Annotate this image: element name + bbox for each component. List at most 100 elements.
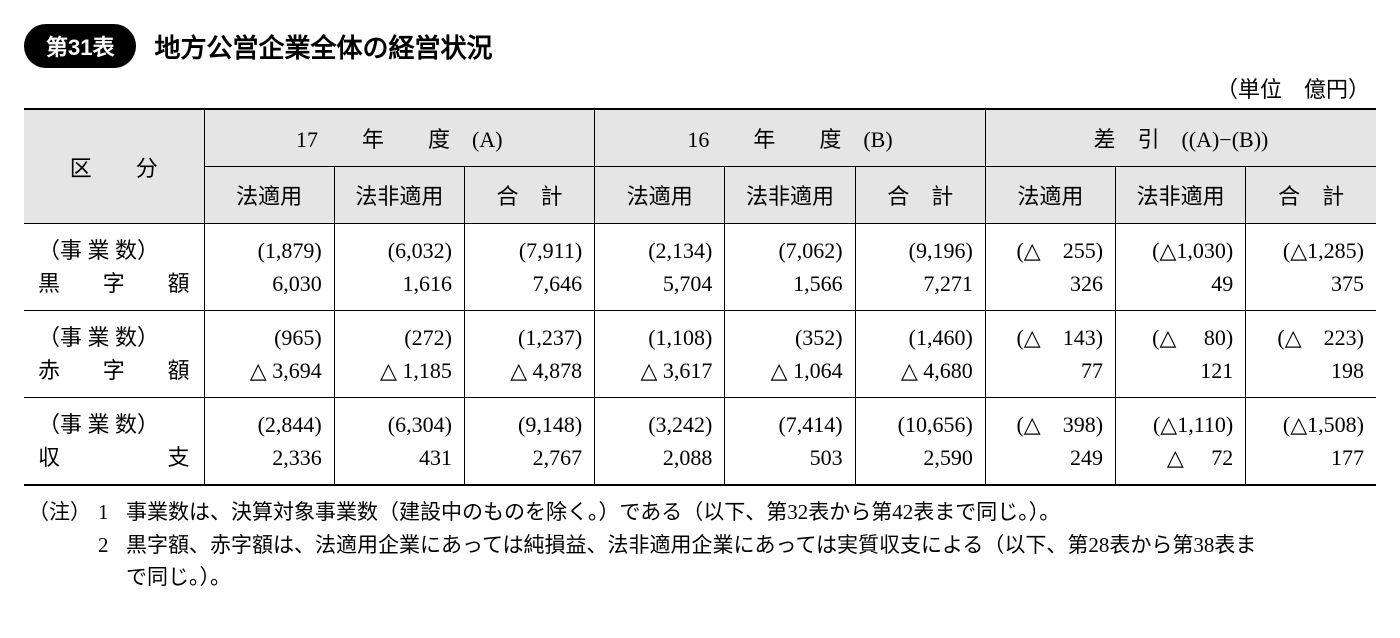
cell-count: (△ 80) [1122,321,1233,354]
data-table: 区 分 17 年 度 (A) 16 年 度 (B) 差 引 ((A)−(B)) … [24,108,1376,486]
note-text: 事業数は、決算対象事業数（建設中のものを除く。）である（以下、第32表から第42… [126,496,1372,529]
data-cell: (272)△ 1,185 [334,311,464,398]
cell-count: (3,242) [601,408,712,441]
table-row: （事 業 数）赤 字 額(965)△ 3,694(272)△ 1,185(1,2… [24,311,1376,398]
header-group-a: 17 年 度 (A) [204,109,595,167]
data-cell: (1,879)6,030 [204,224,334,311]
row-value-label: 赤 字 額 [38,354,190,387]
data-cell: (965)△ 3,694 [204,311,334,398]
cell-value: 2,336 [211,441,322,474]
cell-count: (△1,285) [1252,234,1364,267]
cell-value: △ 4,878 [471,354,582,387]
header-sub: 法適用 [595,167,725,224]
cell-count: (2,134) [601,234,712,267]
cell-count: (1,237) [471,321,582,354]
data-cell: (7,414)503 [725,398,855,486]
cell-count: (△ 143) [992,321,1103,354]
header-sub: 合 計 [1246,167,1376,224]
header-sub: 法適用 [985,167,1115,224]
cell-count: (△ 223) [1252,321,1364,354]
data-cell: (6,032)1,616 [334,224,464,311]
cell-value: 7,646 [471,267,582,300]
cell-value: 77 [992,354,1103,387]
data-cell: (7,911)7,646 [464,224,594,311]
data-cell: (6,304)431 [334,398,464,486]
data-cell: (2,844)2,336 [204,398,334,486]
cell-count: (6,304) [341,408,452,441]
cell-count: (1,460) [862,321,973,354]
data-cell: (△ 255)326 [985,224,1115,311]
data-cell: (1,108)△ 3,617 [595,311,725,398]
cell-count: (7,911) [471,234,582,267]
cell-value: △ 3,694 [211,354,322,387]
header-sub: 合 計 [464,167,594,224]
note-number: 2 [98,529,126,562]
cell-count: (7,414) [731,408,842,441]
row-value-label: 黒 字 額 [38,267,190,300]
header-sub: 法非適用 [334,167,464,224]
cell-value: △ 3,617 [601,354,712,387]
cell-value: 2,590 [862,441,973,474]
cell-value: 49 [1122,267,1233,300]
header-group-diff: 差 引 ((A)−(B)) [985,109,1376,167]
note-lead: （注） [28,496,98,529]
header-group-b: 16 年 度 (B) [595,109,986,167]
cell-value: △ 1,064 [731,354,842,387]
table-row: （事 業 数）収 支(2,844)2,336(6,304)431(9,148)2… [24,398,1376,486]
cell-value: 375 [1252,267,1364,300]
cell-value: 2,088 [601,441,712,474]
cell-value: 503 [731,441,842,474]
note-text: 黒字額、赤字額は、法適用企業にあっては純損益、法非適用企業にあっては実質収支によ… [126,529,1372,562]
row-count-label: （事 業 数） [38,408,190,441]
header-sub: 合 計 [855,167,985,224]
row-count-label: （事 業 数） [38,234,190,267]
title-row: 第31表 地方公営企業全体の経営状況 [24,24,1376,68]
cell-value: 249 [992,441,1103,474]
note-text: で同じ。）。 [126,561,1372,594]
row-label: （事 業 数）赤 字 額 [24,311,204,398]
cell-value: △ 72 [1122,441,1233,474]
cell-count: (△ 255) [992,234,1103,267]
cell-count: (272) [341,321,452,354]
data-cell: (352)△ 1,064 [725,311,855,398]
unit-label: （単位 億円） [24,72,1370,104]
data-cell: (2,134)5,704 [595,224,725,311]
note-number: 1 [98,496,126,529]
cell-value: △ 4,680 [862,354,973,387]
cell-count: (△ 398) [992,408,1103,441]
cell-value: 198 [1252,354,1364,387]
data-cell: (3,242)2,088 [595,398,725,486]
table-row: （事 業 数）黒 字 額(1,879)6,030(6,032)1,616(7,9… [24,224,1376,311]
cell-count: (9,196) [862,234,973,267]
data-cell: (△ 223)198 [1246,311,1376,398]
cell-count: (1,879) [211,234,322,267]
data-cell: (9,196)7,271 [855,224,985,311]
data-cell: (△1,030)49 [1116,224,1246,311]
cell-count: (6,032) [341,234,452,267]
cell-value: 121 [1122,354,1233,387]
header-sub: 法適用 [204,167,334,224]
cell-value: 6,030 [211,267,322,300]
note-lead [28,529,98,562]
data-cell: (1,460)△ 4,680 [855,311,985,398]
header-sub: 法非適用 [725,167,855,224]
cell-count: (1,108) [601,321,712,354]
cell-value: 1,566 [731,267,842,300]
table-notes: （注）1事業数は、決算対象事業数（建設中のものを除く。）である（以下、第32表か… [28,496,1372,594]
row-label: （事 業 数）黒 字 額 [24,224,204,311]
data-cell: (△ 80)121 [1116,311,1246,398]
cell-count: (10,656) [862,408,973,441]
cell-value: 2,767 [471,441,582,474]
cell-value: 431 [341,441,452,474]
cell-count: (965) [211,321,322,354]
note-line: （注）1事業数は、決算対象事業数（建設中のものを除く。）である（以下、第32表か… [28,496,1372,529]
table-body: （事 業 数）黒 字 額(1,879)6,030(6,032)1,616(7,9… [24,224,1376,486]
note-line: で同じ。）。 [28,561,1372,594]
data-cell: (△1,110)△ 72 [1116,398,1246,486]
header-sub: 法非適用 [1116,167,1246,224]
cell-count: (7,062) [731,234,842,267]
header-category: 区 分 [24,109,204,224]
cell-count: (352) [731,321,842,354]
data-cell: (△ 398)249 [985,398,1115,486]
data-cell: (10,656)2,590 [855,398,985,486]
